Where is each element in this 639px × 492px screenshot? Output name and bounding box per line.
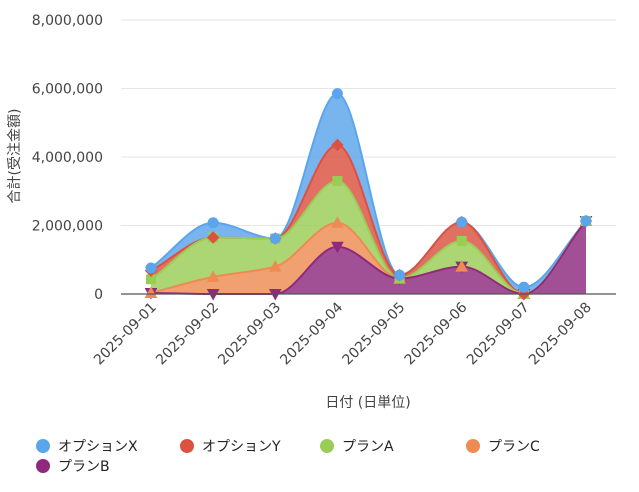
legend-item[interactable]: プランB xyxy=(36,456,110,476)
y-tick-label: 8,000,000 xyxy=(32,13,103,29)
data-point[interactable] xyxy=(269,233,281,245)
legend-label: オプションX xyxy=(58,439,138,455)
data-point[interactable] xyxy=(206,231,220,244)
series-area-プランB xyxy=(151,221,586,294)
x-tick-label: 2025-09-03 xyxy=(215,300,284,369)
x-tick-label: 2025-09-02 xyxy=(153,300,222,369)
data-point[interactable] xyxy=(456,235,467,246)
legend-swatch xyxy=(320,439,334,453)
legend-item[interactable]: オプションX xyxy=(36,436,138,456)
data-point[interactable] xyxy=(331,88,343,100)
data-point[interactable] xyxy=(456,216,468,228)
legend-swatch xyxy=(466,439,480,453)
legend-item[interactable]: プランA xyxy=(320,436,394,456)
x-tick-label: 2025-09-06 xyxy=(402,299,471,368)
x-tick-labels: 2025-09-012025-09-022025-09-032025-09-04… xyxy=(91,299,595,368)
x-axis-title: 日付 (日単位) xyxy=(325,395,410,411)
data-point[interactable] xyxy=(145,262,157,274)
data-point[interactable] xyxy=(331,138,344,152)
legend-item[interactable]: プランC xyxy=(466,436,540,456)
y-tick-label: 0 xyxy=(94,287,103,303)
series-area-オプションX xyxy=(151,93,586,294)
y-axis-title: 合計(受注金額) xyxy=(7,109,23,204)
y-tick-label: 4,000,000 xyxy=(32,150,103,166)
legend-swatch xyxy=(36,439,50,453)
data-point[interactable] xyxy=(394,269,406,281)
legend-label: プランB xyxy=(58,459,110,475)
x-tick-label: 2025-09-04 xyxy=(277,299,346,368)
data-point[interactable] xyxy=(206,270,220,282)
y-tick-label: 2,000,000 xyxy=(32,219,103,235)
series-area-プランA xyxy=(151,180,586,294)
legend-swatch xyxy=(180,439,194,453)
series-area-オプションY xyxy=(151,145,586,294)
legend-label: プランC xyxy=(488,439,540,455)
data-point[interactable] xyxy=(518,281,530,293)
data-point[interactable] xyxy=(331,216,344,228)
legend-swatch xyxy=(36,459,50,473)
series-areas xyxy=(151,93,586,294)
x-tick-label: 2025-09-05 xyxy=(340,300,409,369)
legend-label: プランA xyxy=(342,439,394,455)
legend-item[interactable]: オプションY xyxy=(180,436,281,456)
y-tick-label: 6,000,000 xyxy=(32,82,103,98)
data-point[interactable] xyxy=(580,215,592,227)
data-point[interactable] xyxy=(144,286,158,298)
data-point[interactable] xyxy=(268,260,282,272)
x-tick-label: 2025-09-01 xyxy=(91,300,160,369)
data-point[interactable] xyxy=(455,260,469,272)
data-point[interactable] xyxy=(332,175,343,186)
series-area-プランC xyxy=(151,221,586,294)
chart-canvas: 0 2,000,000 4,000,000 6,000,000 8,000,000 20… xyxy=(7,13,616,411)
y-tick-labels: 0 2,000,000 4,000,000 6,000,000 8,000,000 xyxy=(32,13,103,303)
x-tick-label: 2025-09-08 xyxy=(526,300,595,369)
legend-label: オプションY xyxy=(202,439,281,455)
data-point[interactable] xyxy=(331,241,344,254)
series-line-オプションX xyxy=(150,92,587,289)
data-point[interactable] xyxy=(207,217,219,229)
x-tick-label: 2025-09-07 xyxy=(464,300,533,369)
